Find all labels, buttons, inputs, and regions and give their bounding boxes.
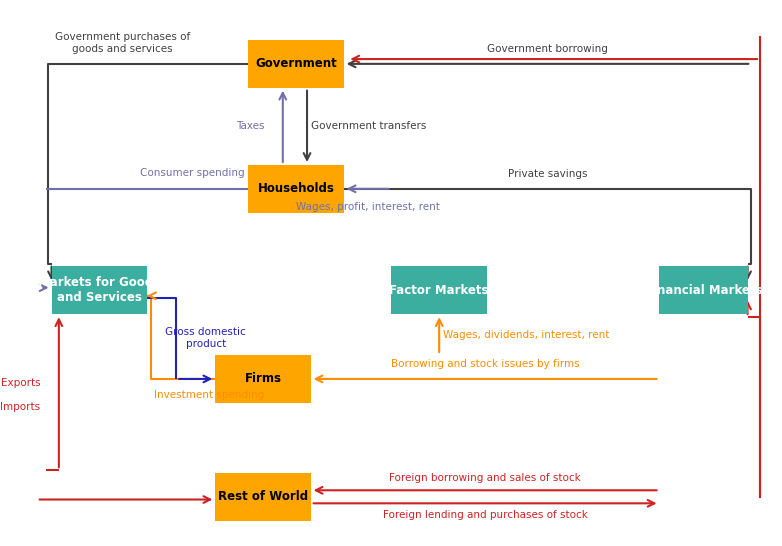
Text: Households: Households: [257, 182, 335, 195]
Text: Government transfers: Government transfers: [310, 121, 426, 132]
Text: Consumer spending: Consumer spending: [140, 168, 245, 178]
Text: Private savings: Private savings: [508, 169, 587, 179]
FancyBboxPatch shape: [248, 165, 344, 213]
FancyBboxPatch shape: [392, 266, 487, 314]
FancyBboxPatch shape: [248, 40, 344, 88]
Text: Taxes: Taxes: [236, 121, 264, 132]
FancyBboxPatch shape: [215, 355, 310, 403]
Text: Firms: Firms: [245, 372, 282, 385]
Text: Wages, dividends, interest, rent: Wages, dividends, interest, rent: [443, 330, 609, 340]
Text: Financial Markets: Financial Markets: [645, 284, 762, 297]
FancyBboxPatch shape: [52, 266, 147, 314]
Text: Imports: Imports: [0, 402, 41, 412]
Text: Gross domestic
product: Gross domestic product: [165, 328, 246, 349]
Text: Markets for Goods
and Services: Markets for Goods and Services: [38, 276, 160, 304]
Text: Rest of World: Rest of World: [218, 490, 308, 503]
Text: Borrowing and stock issues by firms: Borrowing and stock issues by firms: [391, 359, 579, 369]
Text: Government purchases of
goods and services: Government purchases of goods and servic…: [56, 32, 191, 54]
Text: Government: Government: [255, 57, 337, 70]
Text: Government borrowing: Government borrowing: [487, 44, 608, 54]
Text: Factor Markets: Factor Markets: [389, 284, 489, 297]
Text: Investment spending: Investment spending: [154, 390, 264, 400]
FancyBboxPatch shape: [659, 266, 748, 314]
Text: Wages, profit, interest, rent: Wages, profit, interest, rent: [296, 203, 439, 212]
Text: Foreign borrowing and sales of stock: Foreign borrowing and sales of stock: [389, 473, 581, 483]
FancyBboxPatch shape: [215, 473, 310, 521]
Text: Exports: Exports: [1, 378, 41, 388]
Text: Foreign lending and purchases of stock: Foreign lending and purchases of stock: [382, 511, 587, 520]
